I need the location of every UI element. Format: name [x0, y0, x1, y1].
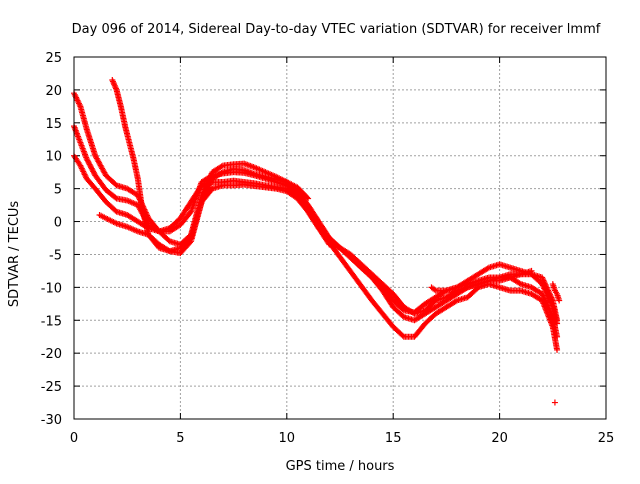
y-tick-label: 25 [45, 51, 62, 66]
axis-ticks: 0 5 10 15 20 25 -30 -25 -20 -15 -10 -5 0 5 10 15 20 25 [41, 51, 615, 446]
x-tick-label: 0 [70, 431, 78, 446]
data-points [71, 77, 563, 406]
x-tick-label: 25 [598, 431, 615, 446]
y-tick-label: -15 [41, 314, 62, 329]
y-tick-label: 15 [45, 117, 62, 132]
grid-lines [74, 57, 606, 419]
chart-title: Day 096 of 2014, Sidereal Day-to-day VTE… [72, 22, 601, 37]
x-tick-label: 10 [279, 431, 296, 446]
y-axis-label: SDTVAR / TECUs [7, 201, 22, 308]
data-point-marker [551, 399, 558, 406]
x-axis-label: GPS time / hours [286, 459, 395, 474]
y-tick-label: 0 [54, 216, 62, 231]
data-point-marker [399, 332, 406, 339]
data-point-marker [304, 194, 311, 201]
y-tick-label: 10 [45, 150, 62, 165]
data-point-marker [218, 170, 225, 177]
x-tick-label: 15 [385, 431, 402, 446]
data-point-marker [554, 317, 561, 324]
data-point-marker [556, 297, 563, 304]
series-track-f [428, 267, 535, 294]
y-tick-label: 5 [54, 183, 62, 198]
data-point-marker [554, 346, 561, 353]
x-tick-label: 5 [176, 431, 184, 446]
data-point-marker [484, 265, 491, 272]
x-tick-label: 20 [491, 431, 508, 446]
y-tick-label: -20 [41, 347, 62, 362]
data-point-marker [452, 298, 459, 305]
series-track-g [549, 281, 563, 304]
plot-frame [73, 56, 607, 420]
series-isolated-point [551, 399, 558, 406]
y-tick-label: 20 [45, 84, 62, 99]
data-point-marker [112, 194, 119, 201]
y-tick-label: -10 [41, 281, 62, 296]
y-tick-label: -30 [41, 413, 62, 428]
data-point-marker [305, 195, 312, 202]
series-track-e [96, 181, 561, 324]
y-tick-label: -25 [41, 380, 62, 395]
data-point-marker [218, 163, 225, 170]
data-point-marker [528, 267, 535, 274]
data-point-marker [516, 280, 523, 287]
y-tick-label: -5 [49, 248, 62, 263]
series-track-c [71, 152, 561, 353]
